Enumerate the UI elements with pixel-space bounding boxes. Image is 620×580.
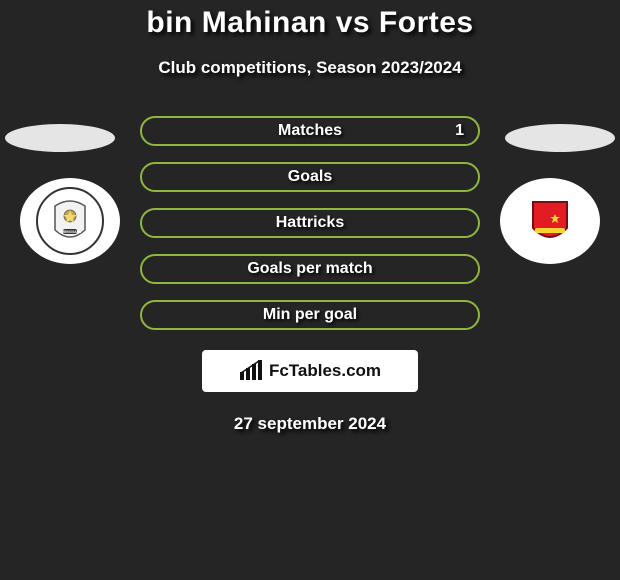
terengganu-crest-icon: TERENGGANU: [35, 186, 105, 256]
stat-label: Goals per match: [247, 260, 372, 278]
date-text: 27 september 2024: [234, 414, 386, 434]
subtitle: Club competitions, Season 2023/2024: [158, 58, 461, 78]
stat-row-goals-per-match: Goals per match: [140, 254, 480, 284]
stat-value-right: 1: [455, 122, 464, 140]
stat-label: Matches: [278, 122, 342, 140]
comparison-card: bin Mahinan vs Fortes Club competitions,…: [0, 0, 620, 434]
attribution-badge: FcTables.com: [202, 350, 418, 392]
page-title: bin Mahinan vs Fortes: [146, 6, 473, 40]
selangor-crest-icon: [515, 186, 585, 256]
stat-label: Hattricks: [276, 214, 344, 232]
bars-icon: [239, 360, 265, 382]
player-silhouette-left: [5, 124, 115, 152]
club-logo-right: [500, 178, 600, 264]
stat-label: Min per goal: [263, 306, 357, 324]
player-silhouette-right: [505, 124, 615, 152]
stat-row-goals: Goals: [140, 162, 480, 192]
stat-row-matches: Matches 1: [140, 116, 480, 146]
stat-label: Goals: [288, 168, 332, 186]
stat-row-hattricks: Hattricks: [140, 208, 480, 238]
club-logo-left: TERENGGANU: [20, 178, 120, 264]
stat-row-min-per-goal: Min per goal: [140, 300, 480, 330]
attribution-text: FcTables.com: [269, 361, 381, 381]
svg-text:TERENGGANU: TERENGGANU: [59, 230, 82, 234]
